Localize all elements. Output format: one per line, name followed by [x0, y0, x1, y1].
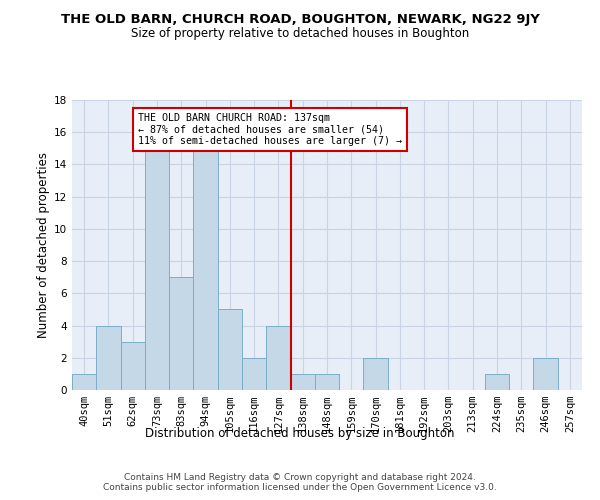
Bar [290, 374, 315, 390]
Text: Distribution of detached houses by size in Boughton: Distribution of detached houses by size … [145, 428, 455, 440]
Bar [72, 374, 96, 390]
Bar [485, 374, 509, 390]
Bar [242, 358, 266, 390]
Bar [315, 374, 339, 390]
Bar [533, 358, 558, 390]
Bar [364, 358, 388, 390]
Bar [169, 277, 193, 390]
Y-axis label: Number of detached properties: Number of detached properties [37, 152, 50, 338]
Bar [145, 148, 169, 390]
Bar [266, 326, 290, 390]
Bar [96, 326, 121, 390]
Bar [218, 310, 242, 390]
Text: THE OLD BARN, CHURCH ROAD, BOUGHTON, NEWARK, NG22 9JY: THE OLD BARN, CHURCH ROAD, BOUGHTON, NEW… [61, 12, 539, 26]
Text: THE OLD BARN CHURCH ROAD: 137sqm
← 87% of detached houses are smaller (54)
11% o: THE OLD BARN CHURCH ROAD: 137sqm ← 87% o… [137, 113, 401, 146]
Text: Size of property relative to detached houses in Boughton: Size of property relative to detached ho… [131, 28, 469, 40]
Bar [121, 342, 145, 390]
Bar [193, 148, 218, 390]
Text: Contains HM Land Registry data © Crown copyright and database right 2024.
Contai: Contains HM Land Registry data © Crown c… [103, 473, 497, 492]
